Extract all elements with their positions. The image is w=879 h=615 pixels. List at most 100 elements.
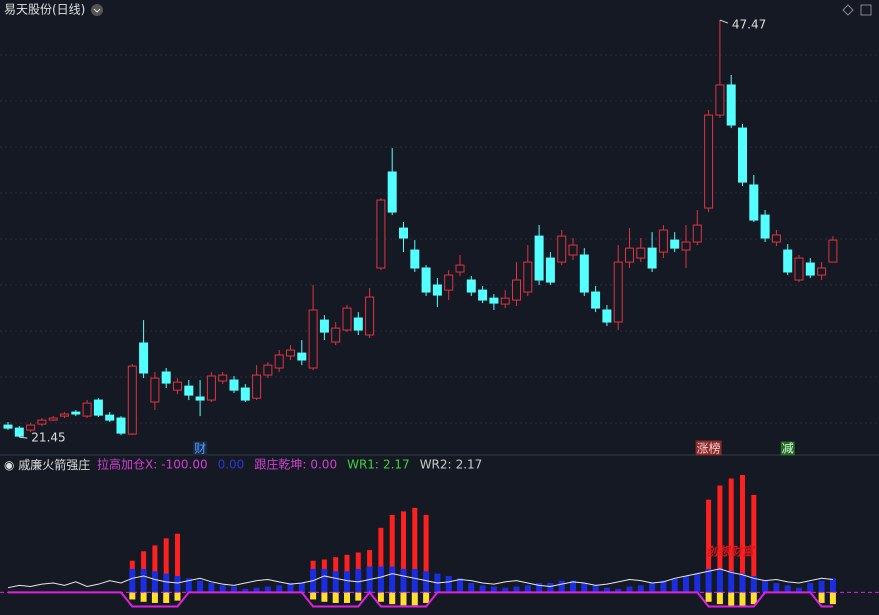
indicator-bar <box>344 571 350 593</box>
candle-body <box>387 171 397 213</box>
candle-body <box>410 249 420 269</box>
chart-title: 易天股份(日线) <box>4 3 85 17</box>
candle-body <box>432 284 442 296</box>
candle-body <box>794 257 804 281</box>
legend-name: WR2: <box>420 458 452 472</box>
candle-body <box>71 411 81 415</box>
candle-body <box>263 364 273 376</box>
indicator-bar <box>129 592 136 600</box>
indicator-bar <box>185 578 192 593</box>
candle-body <box>692 224 702 243</box>
candle-body <box>353 317 363 331</box>
layout-icon[interactable] <box>860 4 872 16</box>
candle-body <box>749 184 759 221</box>
max-pointer <box>719 19 729 24</box>
candle-body <box>738 127 747 183</box>
indicator-bar <box>762 580 769 593</box>
indicator-bar <box>310 592 317 600</box>
indicator-bar <box>660 580 667 593</box>
candle-body <box>48 417 58 421</box>
candle-body <box>127 365 137 435</box>
indicator-bar <box>163 592 170 603</box>
candle-body <box>60 413 69 417</box>
indicator-bar <box>705 592 712 602</box>
candle-body <box>342 307 352 331</box>
indicator-bar <box>140 592 147 602</box>
indicator-bar <box>716 592 723 605</box>
indicator-bar <box>807 583 814 593</box>
candle-body <box>817 267 827 276</box>
candle-body <box>444 274 454 291</box>
indicator-icon[interactable]: ◉ <box>4 458 18 472</box>
candle-body <box>37 419 47 425</box>
indicator-bar <box>581 583 588 593</box>
indicator-bar <box>717 485 723 593</box>
indicator-bar <box>683 575 689 593</box>
indicator-bar <box>400 592 407 606</box>
candle-body <box>173 381 182 391</box>
indicator-bar <box>468 583 475 593</box>
indicator-bar <box>570 580 576 593</box>
indicator-bar <box>423 571 430 593</box>
event-marker-bg <box>193 441 208 456</box>
indicator-bar <box>694 573 701 593</box>
legend-value: 2.17 <box>456 458 483 472</box>
candle-body <box>195 396 205 401</box>
candle-body <box>297 352 307 361</box>
indicator-bar <box>637 585 644 593</box>
indicator-bar <box>298 583 305 593</box>
candle-body <box>421 267 431 293</box>
candle-body <box>489 297 499 304</box>
candle-body <box>399 227 408 239</box>
indicator-bar <box>671 578 678 593</box>
indicator-bar <box>321 592 328 602</box>
candle-body <box>240 387 250 401</box>
grid <box>0 54 879 424</box>
indicator-bar <box>829 578 836 593</box>
candle-body <box>331 327 341 343</box>
event-marker: 减 <box>782 442 794 456</box>
indicator-bar <box>377 592 384 602</box>
menu-button[interactable] <box>91 4 103 16</box>
indicator-bar <box>705 568 712 593</box>
candle-body <box>116 417 126 434</box>
indicator-bar <box>728 571 735 593</box>
indicator-bar <box>728 592 735 607</box>
candle-body <box>771 234 781 243</box>
candle-body <box>14 427 24 437</box>
indicator-bar <box>626 586 633 593</box>
indicator-bar <box>378 527 384 593</box>
diamond-icon[interactable] <box>842 4 854 16</box>
indicator-bar <box>739 573 746 593</box>
indicator-bar <box>536 583 543 593</box>
indicator-bar <box>377 566 384 593</box>
candle-body <box>568 244 578 256</box>
candle-body <box>82 402 92 417</box>
indicator-bar <box>751 494 757 593</box>
indicator-bar <box>276 585 283 593</box>
indicator-bar <box>355 592 362 601</box>
candle-body <box>828 239 838 263</box>
candle-body <box>523 261 533 293</box>
indicator-bar <box>219 585 226 593</box>
candle-body <box>681 241 691 251</box>
legend-name: 拉高加仓X: <box>97 457 157 472</box>
indicator-bar <box>151 592 158 603</box>
indicator-bar <box>784 585 791 593</box>
event-marker-bg <box>780 441 795 456</box>
candle-body <box>500 297 510 305</box>
candle-body <box>805 262 815 276</box>
legend-name: 跟庄乾坤: <box>254 457 306 472</box>
candle-body <box>602 309 612 323</box>
indicator-bar <box>796 587 802 593</box>
indicator-bar <box>750 575 757 593</box>
indicator-bar <box>524 585 531 593</box>
indicator-bar <box>592 585 599 593</box>
indicator-bar <box>400 568 407 593</box>
indicator-bar <box>389 592 396 605</box>
indicator-bar <box>151 571 158 593</box>
event-marker: 涨榜 <box>697 441 721 456</box>
price-panel: 47.47 21.45 财 涨榜 减 <box>3 18 838 456</box>
candle-body <box>139 342 149 374</box>
indicator-bar <box>389 566 396 593</box>
